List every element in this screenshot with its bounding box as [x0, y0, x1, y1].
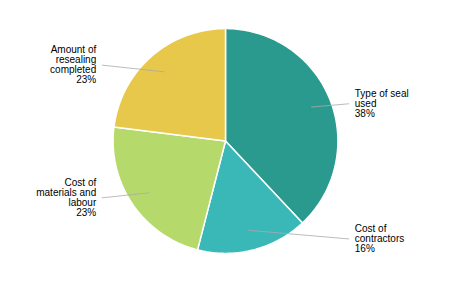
- svg-text:Cost ofmaterials andlabour23%: Cost ofmaterials andlabour23%: [36, 177, 97, 218]
- svg-text:Amount ofresealingcompleted23%: Amount ofresealingcompleted23%: [50, 44, 96, 85]
- svg-text:Type of sealused38%: Type of sealused38%: [355, 88, 409, 119]
- svg-text:Cost ofcontractors16%: Cost ofcontractors16%: [355, 223, 404, 254]
